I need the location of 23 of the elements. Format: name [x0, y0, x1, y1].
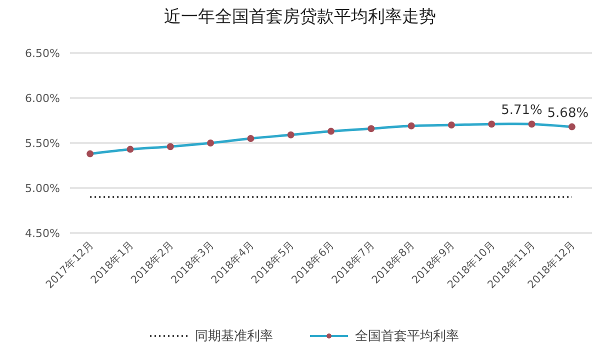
point: [528, 120, 536, 128]
point: [207, 140, 214, 146]
point: [488, 120, 496, 128]
point: [287, 131, 294, 138]
y-tick-label: 5.50%: [25, 137, 60, 150]
y-tick-label: 5.00%: [25, 182, 60, 195]
legend-label: 同期基准利率: [195, 328, 273, 344]
y-tick-label: 6.00%: [25, 92, 60, 105]
point: [86, 150, 94, 158]
chart-title: 近一年全国首套房贷款平均利率走势: [164, 7, 436, 27]
point: [166, 143, 174, 150]
data-label: 5.68%: [547, 106, 589, 121]
point: [247, 135, 254, 142]
point: [408, 122, 415, 130]
point: [328, 128, 334, 135]
data-label: 5.71%: [501, 103, 542, 118]
point: [568, 123, 576, 130]
legend-label: 全国首套平均利率: [355, 328, 459, 344]
point: [126, 146, 134, 153]
y-tick-label: 6.50%: [25, 47, 60, 60]
point: [368, 125, 375, 132]
point: [448, 122, 455, 128]
y-tick-label: 4.50%: [25, 227, 60, 240]
